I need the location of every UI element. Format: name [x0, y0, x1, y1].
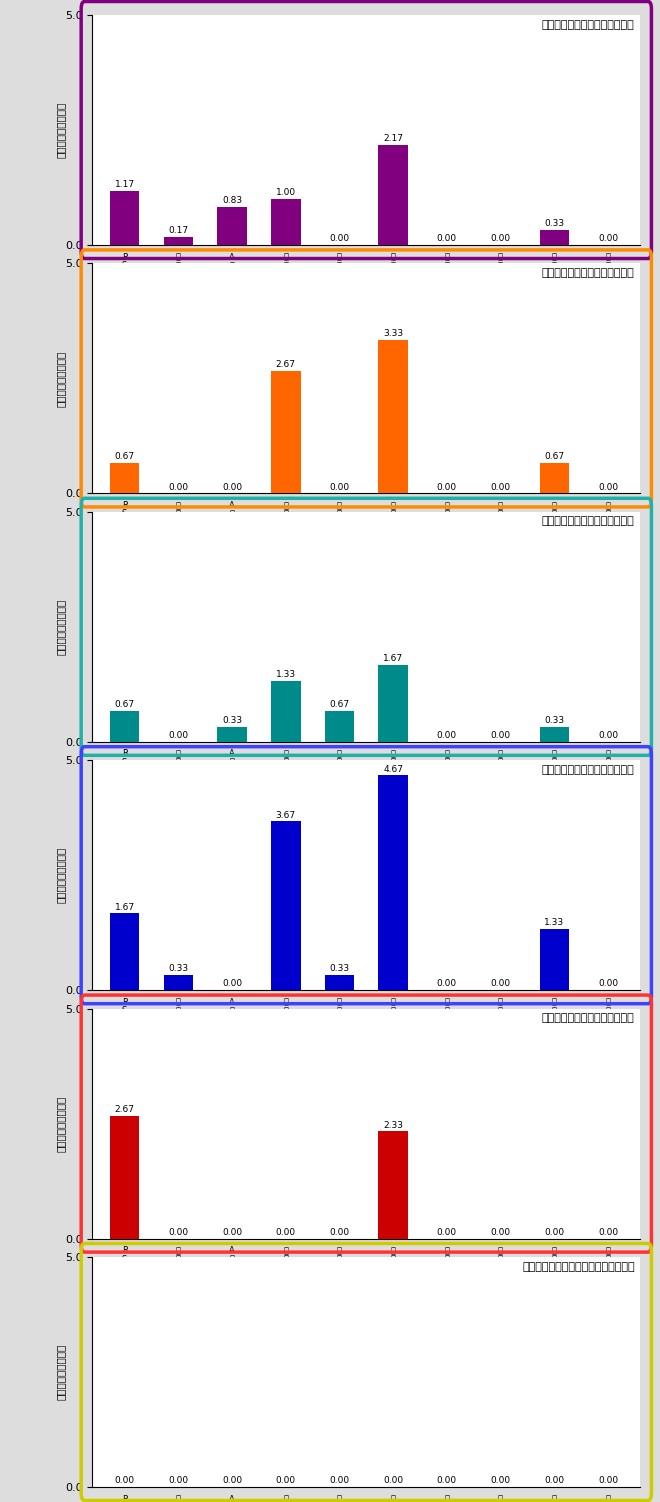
Text: 0.00: 0.00	[490, 979, 511, 988]
Bar	[271, 198, 300, 245]
Text: 0.00: 0.00	[168, 1227, 188, 1236]
Text: 0.00: 0.00	[222, 1476, 242, 1485]
Text: 0.00: 0.00	[222, 979, 242, 988]
Text: 0.00: 0.00	[222, 1227, 242, 1236]
Text: 0.00: 0.00	[222, 482, 242, 491]
Bar	[325, 975, 354, 990]
Bar	[110, 710, 139, 742]
Text: 0.00: 0.00	[168, 482, 188, 491]
Text: 0.67: 0.67	[115, 452, 135, 461]
Text: 0.33: 0.33	[544, 716, 564, 725]
Text: 北区の疾患別定点当たり報告数: 北区の疾患別定点当たり報告数	[542, 20, 635, 30]
Text: 0.00: 0.00	[437, 1227, 457, 1236]
Bar	[217, 207, 247, 245]
Text: 西区の疾患別定点当たり報告数: 西区の疾患別定点当たり報告数	[542, 517, 635, 526]
Text: 0.33: 0.33	[329, 964, 350, 973]
Text: 0.00: 0.00	[544, 1476, 564, 1485]
Bar	[539, 727, 569, 742]
Text: 0.00: 0.00	[437, 979, 457, 988]
Text: 0.00: 0.00	[598, 1476, 618, 1485]
Bar	[110, 191, 139, 245]
Y-axis label: 定点当たりの報告数: 定点当たりの報告数	[56, 1344, 66, 1400]
Text: 0.00: 0.00	[544, 1227, 564, 1236]
Text: 0.67: 0.67	[115, 700, 135, 709]
Text: 0.00: 0.00	[490, 731, 511, 740]
Text: 0.00: 0.00	[437, 234, 457, 243]
Text: 0.00: 0.00	[490, 234, 511, 243]
Text: 2.33: 2.33	[383, 1120, 403, 1130]
Y-axis label: 定点当たりの報告数: 定点当たりの報告数	[56, 1095, 66, 1152]
Bar	[325, 710, 354, 742]
Text: 1.00: 1.00	[276, 188, 296, 197]
Text: 1.67: 1.67	[383, 655, 403, 664]
Text: 中区の疾患別定点当たり報告数: 中区の疾患別定点当たり報告数	[542, 765, 635, 775]
Text: 0.00: 0.00	[168, 1476, 188, 1485]
Text: 2.17: 2.17	[383, 134, 403, 143]
Bar	[164, 237, 193, 245]
Text: 南区の疾患別定点当たり報告数: 南区の疾患別定点当たり報告数	[542, 1014, 635, 1023]
Text: 0.33: 0.33	[222, 716, 242, 725]
Text: 2.67: 2.67	[115, 1105, 135, 1114]
Text: 0.00: 0.00	[276, 1227, 296, 1236]
Text: 0.00: 0.00	[598, 234, 618, 243]
Bar	[271, 371, 300, 493]
Text: 1.67: 1.67	[115, 903, 135, 912]
Text: 0.00: 0.00	[490, 1476, 511, 1485]
Text: 0.33: 0.33	[168, 964, 188, 973]
Text: 0.00: 0.00	[437, 1476, 457, 1485]
Text: 0.00: 0.00	[490, 482, 511, 491]
Text: 3.33: 3.33	[383, 329, 403, 338]
Text: 0.83: 0.83	[222, 195, 242, 204]
Text: 0.00: 0.00	[168, 731, 188, 740]
Text: 0.67: 0.67	[329, 700, 350, 709]
Bar	[217, 727, 247, 742]
Bar	[378, 1131, 408, 1239]
Text: 0.67: 0.67	[544, 452, 564, 461]
Y-axis label: 定点当たりの報告数: 定点当たりの報告数	[56, 599, 66, 655]
Text: 堺区の疾患別定点当たり報告数: 堺区の疾患別定点当たり報告数	[542, 267, 635, 278]
Bar	[164, 975, 193, 990]
Bar	[271, 822, 300, 990]
Bar	[110, 463, 139, 493]
Y-axis label: 定点当たりの報告数: 定点当たりの報告数	[56, 847, 66, 903]
Text: 0.00: 0.00	[437, 731, 457, 740]
Text: 0.00: 0.00	[490, 1227, 511, 1236]
Text: 0.00: 0.00	[276, 1476, 296, 1485]
Text: 2.67: 2.67	[276, 360, 296, 369]
Text: 1.33: 1.33	[276, 670, 296, 679]
Text: 0.00: 0.00	[383, 1476, 403, 1485]
Text: 0.00: 0.00	[115, 1476, 135, 1485]
Text: 4.67: 4.67	[383, 765, 403, 774]
Text: 0.00: 0.00	[598, 731, 618, 740]
Text: 0.33: 0.33	[544, 219, 564, 228]
Bar	[378, 341, 408, 493]
Text: 1.17: 1.17	[115, 180, 135, 189]
Text: 0.17: 0.17	[168, 227, 188, 236]
Text: 0.00: 0.00	[329, 1476, 350, 1485]
Bar	[539, 463, 569, 493]
Y-axis label: 定点当たりの報告数: 定点当たりの報告数	[56, 350, 66, 407]
Text: 0.00: 0.00	[437, 482, 457, 491]
Bar	[110, 913, 139, 990]
Bar	[110, 1116, 139, 1239]
Text: 1.33: 1.33	[544, 918, 564, 927]
Text: 3.67: 3.67	[276, 811, 296, 820]
Bar	[378, 665, 408, 742]
Text: 0.00: 0.00	[329, 1227, 350, 1236]
Text: 0.00: 0.00	[598, 979, 618, 988]
Text: 0.00: 0.00	[329, 482, 350, 491]
Bar	[378, 775, 408, 990]
Text: 0.00: 0.00	[598, 482, 618, 491]
Text: 軍・美原区の疾患別定点当たり報告数: 軍・美原区の疾患別定点当たり報告数	[522, 1262, 635, 1272]
Text: 0.00: 0.00	[329, 234, 350, 243]
Y-axis label: 定点当たりの報告数: 定点当たりの報告数	[56, 102, 66, 158]
Bar	[539, 930, 569, 990]
Bar	[378, 146, 408, 245]
Text: 0.00: 0.00	[598, 1227, 618, 1236]
Bar	[271, 680, 300, 742]
Bar	[539, 230, 569, 245]
